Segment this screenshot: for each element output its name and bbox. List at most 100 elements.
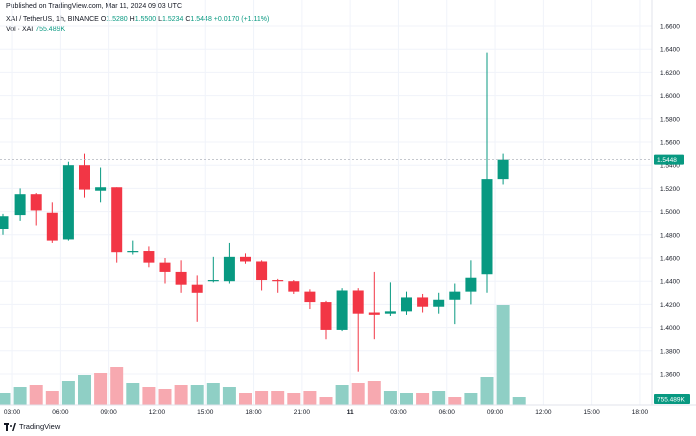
time-tick-label: 18:00 <box>632 409 649 416</box>
volume-bar <box>239 393 252 405</box>
footer-brand: TradingView <box>4 422 60 431</box>
change-value: +0.0170 (+1.11%) <box>213 16 270 23</box>
candle-body <box>417 297 429 307</box>
close-value: 1.5448 <box>190 16 212 23</box>
volume-legend: Vol · XAI 755.489K <box>6 26 65 33</box>
candle-body <box>95 187 107 191</box>
close-label: C <box>185 16 191 23</box>
candle-body <box>401 297 412 312</box>
time-tick-label: 09:00 <box>487 409 504 416</box>
candle-body <box>320 302 332 330</box>
volume-label: Vol · XAI <box>6 26 34 33</box>
price-chart[interactable]: 1.6600 1.6400 1.6200 1.6000 1.5800 1.5600 1.54… <box>0 0 696 420</box>
volume-bar <box>367 381 381 405</box>
time-tick-label: 11 <box>347 409 354 416</box>
candle-body <box>175 271 187 285</box>
candle-body <box>272 280 284 282</box>
time-tick-label: 15:00 <box>584 409 601 416</box>
candle-body <box>336 290 348 330</box>
candle-body <box>159 262 171 272</box>
symbol-label: XAI / TetherUS, 1h, BINANCE <box>6 16 99 23</box>
volume-value: 755.489K <box>35 26 66 33</box>
volume-bar <box>432 391 446 405</box>
volume-badge <box>654 394 690 404</box>
candle-body <box>127 251 139 253</box>
price-tick-label: 1.3600 <box>660 372 680 379</box>
candle-body <box>352 290 364 314</box>
price-tick-label: 1.6600 <box>660 24 680 31</box>
price-tick-label: 1.5400 <box>660 163 680 170</box>
volume-bars <box>0 305 526 405</box>
time-tick-label: 06:00 <box>439 409 456 416</box>
time-tick-label: 21:00 <box>294 409 311 416</box>
candle-body <box>449 291 461 300</box>
last-price-label: 1.5448 <box>657 157 677 164</box>
time-axis: 03:00 06:00 09:00 12:00 15:00 18:00 21:00 11 03:… <box>4 409 649 416</box>
volume-bar <box>319 397 333 405</box>
volume-badge-label: 755.489K <box>657 397 685 404</box>
volume-bar <box>142 387 156 405</box>
candle-body <box>0 216 9 229</box>
candle-body <box>288 281 300 292</box>
price-tick-label: 1.5000 <box>660 209 680 216</box>
candle-body <box>465 277 477 292</box>
price-tick-label: 1.5200 <box>660 186 680 193</box>
volume-bar <box>29 385 43 405</box>
published-header: Published on TradingView.com, Mar 11, 20… <box>6 3 183 10</box>
candle-body <box>481 179 493 275</box>
volume-bar <box>255 391 269 405</box>
footer-brand-label: TradingView <box>19 422 61 431</box>
volume-bar <box>190 385 204 405</box>
open-label: O <box>100 16 107 23</box>
time-tick-label: 03:00 <box>390 409 407 416</box>
ohlc-legend: XAI / TetherUS, 1h, BINANCE O1.5280 H1.5… <box>6 16 269 23</box>
volume-bar <box>383 391 397 405</box>
volume-bar <box>206 383 220 405</box>
price-tick-label: 1.5800 <box>660 116 680 123</box>
candles <box>0 52 509 372</box>
time-tick-label: 18:00 <box>245 409 262 416</box>
high-value: 1.5500 <box>134 16 157 23</box>
price-tick-label: 1.4600 <box>660 256 680 263</box>
volume-bar <box>512 397 526 405</box>
volume-bar <box>303 391 317 405</box>
volume-bar <box>480 377 494 405</box>
volume-bar <box>78 375 91 405</box>
candle-body <box>62 165 74 240</box>
volume-bar <box>351 383 365 405</box>
chart-grid <box>0 0 652 405</box>
volume-bar <box>400 393 413 405</box>
candle-body <box>111 187 123 253</box>
volume-bar <box>464 393 478 405</box>
candle-body <box>497 159 509 180</box>
candle-body <box>14 194 26 216</box>
volume-bar <box>110 367 124 405</box>
price-tick-label: 1.6400 <box>660 47 680 54</box>
low-label: L <box>158 16 162 23</box>
price-tick-label: 1.3800 <box>660 348 680 355</box>
candle-body <box>384 311 396 314</box>
candle-body <box>191 284 203 293</box>
open-value: 1.5280 <box>106 16 128 23</box>
high-label: H <box>129 16 135 23</box>
tradingview-logo-icon <box>4 422 16 431</box>
candle-body <box>143 251 155 263</box>
price-tick-label: 1.6000 <box>660 93 680 100</box>
time-tick-label: 03:00 <box>4 409 21 416</box>
price-tick-label: 1.6200 <box>660 70 680 77</box>
price-axis: 1.6600 1.6400 1.6200 1.6000 1.5800 1.5600 1.54… <box>0 0 696 406</box>
price-tick-label: 1.4000 <box>660 325 680 332</box>
volume-bar <box>287 393 301 405</box>
volume-bar <box>222 387 236 405</box>
volume-bar <box>13 387 27 405</box>
volume-bar <box>158 389 172 405</box>
volume-bar <box>174 385 188 405</box>
time-tick-label: 12:00 <box>149 409 166 416</box>
low-value: 1.5234 <box>161 16 184 23</box>
candle-body <box>223 256 235 282</box>
volume-bar <box>0 393 11 405</box>
candle-body <box>240 256 251 262</box>
candle-body <box>46 212 58 241</box>
time-tick-label: 09:00 <box>101 409 118 416</box>
candle-body <box>79 165 90 190</box>
